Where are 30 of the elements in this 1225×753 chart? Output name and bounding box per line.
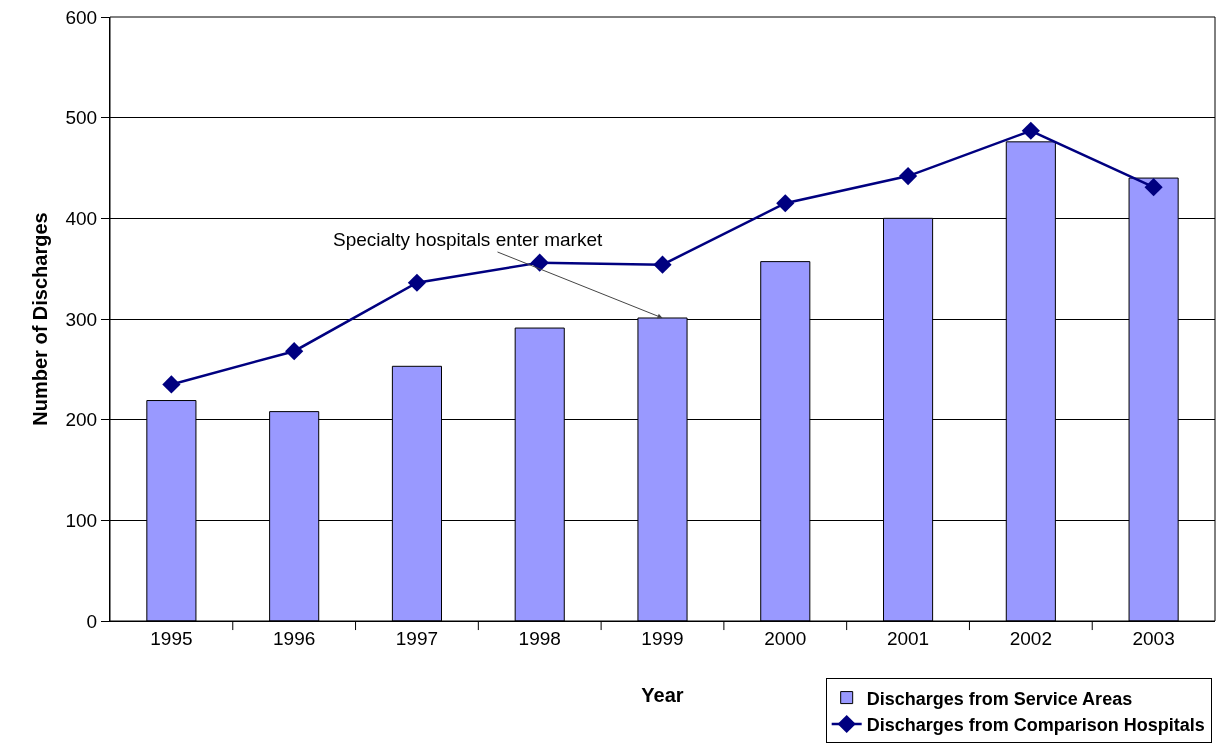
y-tick-label: 0 <box>86 610 98 632</box>
x-tick-label: 1996 <box>273 627 316 649</box>
x-tick-label: 1995 <box>150 627 193 649</box>
x-tick-label: 2000 <box>764 627 807 649</box>
annotation: Specialty hospitals enter market <box>333 229 604 250</box>
x-tick-label: 1997 <box>395 627 439 649</box>
x-axis-title: Year <box>641 684 684 707</box>
y-tick-label: 300 <box>65 308 98 330</box>
point <box>898 166 918 186</box>
legend-label: Discharges from Comparison Hospitals <box>866 715 1205 735</box>
y-tick-label: 200 <box>65 409 98 431</box>
x-tick-label: 1998 <box>518 627 561 649</box>
point <box>285 342 304 361</box>
y-axis-title: Number of Discharges <box>29 212 51 426</box>
legend-label: Discharges from Service Areas <box>866 688 1133 709</box>
y-tick-label: 500 <box>65 107 98 129</box>
y-tick-label: 600 <box>65 6 98 28</box>
point <box>1021 121 1040 140</box>
x-tick-label: 1999 <box>641 627 684 649</box>
point <box>407 273 427 292</box>
x-tick-label: 2003 <box>1132 627 1175 649</box>
point <box>162 375 181 394</box>
y-tick-label: 400 <box>65 207 98 229</box>
x-tick-label: 2002 <box>1009 627 1052 649</box>
point <box>530 253 549 272</box>
point <box>1144 178 1163 197</box>
point <box>653 255 672 274</box>
point <box>776 194 795 213</box>
x-tick-label: 2001 <box>886 627 930 649</box>
y-tick-label: 100 <box>65 509 98 531</box>
